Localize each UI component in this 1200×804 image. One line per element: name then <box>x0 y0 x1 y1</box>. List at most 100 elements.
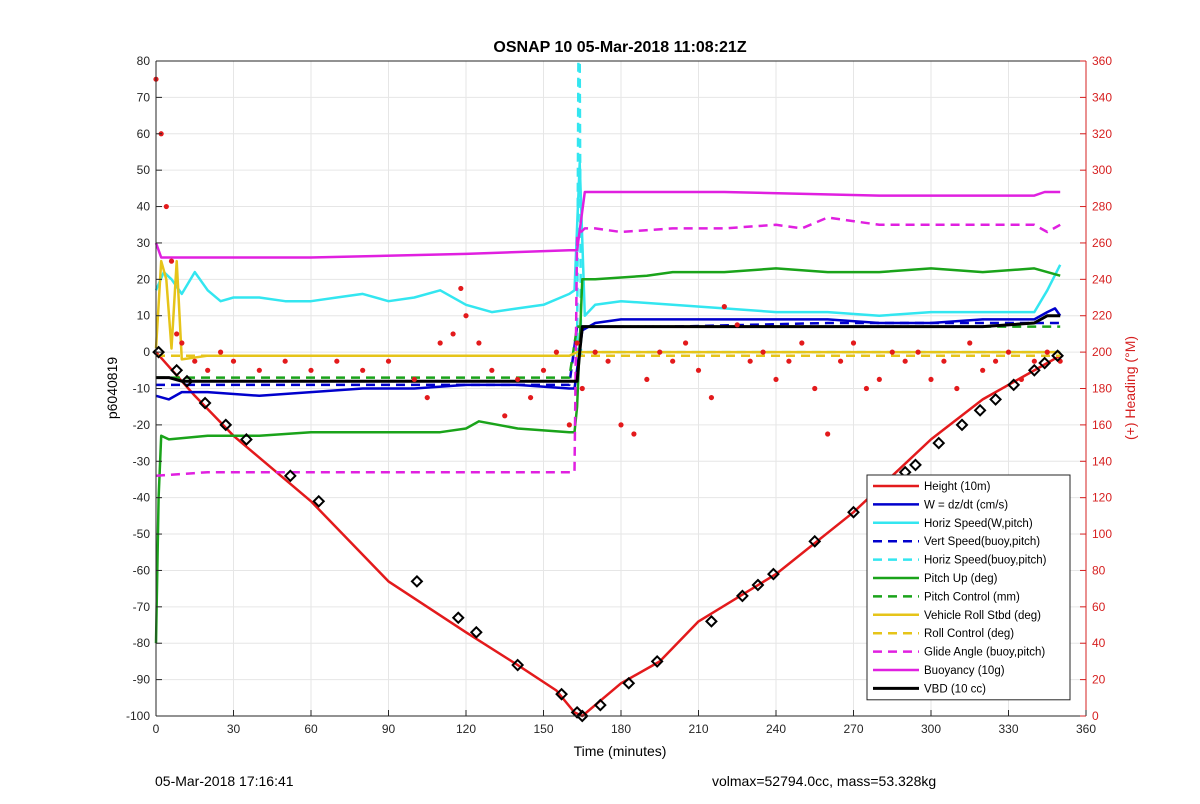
heading-point <box>682 340 689 346</box>
depth-marker <box>751 578 765 592</box>
heading-point <box>992 358 999 364</box>
x-tick-label: 360 <box>1076 722 1096 736</box>
heading-point <box>437 340 443 346</box>
heading-point <box>566 422 572 428</box>
y-tick-label-left: -20 <box>133 418 151 432</box>
heading-point <box>592 349 598 355</box>
heading-point <box>1005 349 1012 355</box>
series-line <box>154 190 1061 259</box>
y-tick-label-right: 0 <box>1092 709 1099 723</box>
heading-point <box>915 349 921 355</box>
heading-point <box>334 358 340 364</box>
y-tick-label-right: 120 <box>1092 491 1112 505</box>
depth-marker <box>180 374 194 388</box>
y-tick-label-right: 160 <box>1092 418 1112 432</box>
y-tick-label-left: 10 <box>137 309 151 323</box>
x-tick-label: 240 <box>766 722 786 736</box>
y-tick-label-right: 100 <box>1092 527 1112 541</box>
legend-label: Glide Angle (buoy,pitch) <box>924 647 1045 659</box>
y-tick-label-left: -100 <box>126 709 150 723</box>
legend-label: Height (10m) <box>924 481 991 493</box>
legend-label: VBD (10 cc) <box>924 683 986 695</box>
heading-point <box>954 385 960 392</box>
y-tick-label-left: 70 <box>137 90 151 104</box>
y-tick-label-right: 200 <box>1092 345 1112 359</box>
depth-marker <box>593 698 607 712</box>
y-tick-label-right: 280 <box>1092 200 1112 214</box>
heading-point <box>163 203 169 210</box>
legend-label: Roll Control (deg) <box>924 628 1014 640</box>
y-tick-label-left: -40 <box>133 491 151 505</box>
heading-point <box>489 367 495 373</box>
y-tick-label-left: -50 <box>133 527 151 541</box>
depth-marker <box>240 433 253 446</box>
x-tick-label: 30 <box>227 722 241 736</box>
y-tick-label-left: -80 <box>133 636 151 650</box>
y-tick-label-right: 320 <box>1092 127 1112 141</box>
heading-point <box>574 340 580 346</box>
depth-marker <box>1007 378 1021 392</box>
legend-label: Pitch Up (deg) <box>924 573 998 585</box>
y-axis-label-left: p6040819 <box>104 357 120 420</box>
depth-marker <box>955 418 969 432</box>
heading-point <box>168 258 175 264</box>
heading-point <box>605 358 611 364</box>
heading-point <box>385 358 392 364</box>
heading-point <box>476 340 482 346</box>
y-tick-label-right: 360 <box>1092 54 1112 68</box>
depth-marker <box>511 658 525 672</box>
legend-label: Buoyancy (10g) <box>924 665 1005 677</box>
legend-label: Vert Speed(buoy,pitch) <box>924 536 1040 548</box>
depth-marker <box>1051 349 1064 363</box>
heading-point <box>850 340 857 346</box>
y-tick-label-left: -30 <box>133 454 151 468</box>
legend: Height (10m) W = dz/dt (cm/s) Horiz Speed(… <box>866 474 1071 701</box>
y-tick-label-right: 180 <box>1092 382 1112 396</box>
heading-point <box>192 358 198 364</box>
heading-point <box>217 349 224 355</box>
depth-marker <box>555 687 568 701</box>
y-tick-label-left: -10 <box>133 382 151 396</box>
depth-marker <box>932 436 946 450</box>
y-tick-label-right: 20 <box>1092 673 1106 687</box>
heading-point <box>825 431 831 437</box>
y-tick-label-right: 300 <box>1092 163 1112 177</box>
heading-point <box>579 385 585 392</box>
y-tick-label-right: 260 <box>1092 236 1112 250</box>
y-tick-label-right: 340 <box>1092 90 1112 104</box>
depth-marker <box>622 676 636 690</box>
y-tick-label-right: 60 <box>1092 600 1106 614</box>
series-line <box>155 216 1061 478</box>
y-tick-label-left: -90 <box>133 673 151 687</box>
y-axis-label-right: (+) Heading (°M) <box>1122 336 1138 440</box>
heading-point <box>1018 376 1025 383</box>
heading-point <box>812 385 818 392</box>
heading-point <box>863 385 870 392</box>
depth-marker <box>767 567 780 581</box>
heading-point <box>1031 358 1037 364</box>
heading-point <box>458 285 464 292</box>
heading-point <box>657 349 663 355</box>
y-tick-label-left: 50 <box>137 163 151 177</box>
y-tick-label-right: 80 <box>1092 563 1106 577</box>
depth-marker <box>1027 363 1041 377</box>
heading-point <box>502 413 508 419</box>
depth-marker <box>312 494 326 508</box>
y-tick-label-left: 20 <box>137 272 151 286</box>
chart-svg: OSNAP 10 05-Mar-2018 11:08:21Z 0 30 60 90 12… <box>104 39 1138 759</box>
heading-point <box>967 340 973 346</box>
heading-point <box>411 376 417 383</box>
x-tick-label: 60 <box>304 722 318 736</box>
legend-label: W = dz/dt (cm/s) <box>924 499 1008 511</box>
heading-point <box>424 394 430 401</box>
legend-label: Pitch Control (mm) <box>924 591 1020 603</box>
depth-marker <box>451 611 465 625</box>
heading-point <box>902 358 908 364</box>
y-tick-label-right: 40 <box>1092 636 1106 650</box>
axes: 0 30 60 90 120 150 180 210 240 270 300 330 360807060… <box>126 54 1112 736</box>
heading-point <box>230 358 237 364</box>
depth-marker <box>1038 356 1052 370</box>
depth-marker <box>705 614 718 628</box>
x-tick-label: 90 <box>382 722 396 736</box>
heading-point <box>282 358 288 364</box>
